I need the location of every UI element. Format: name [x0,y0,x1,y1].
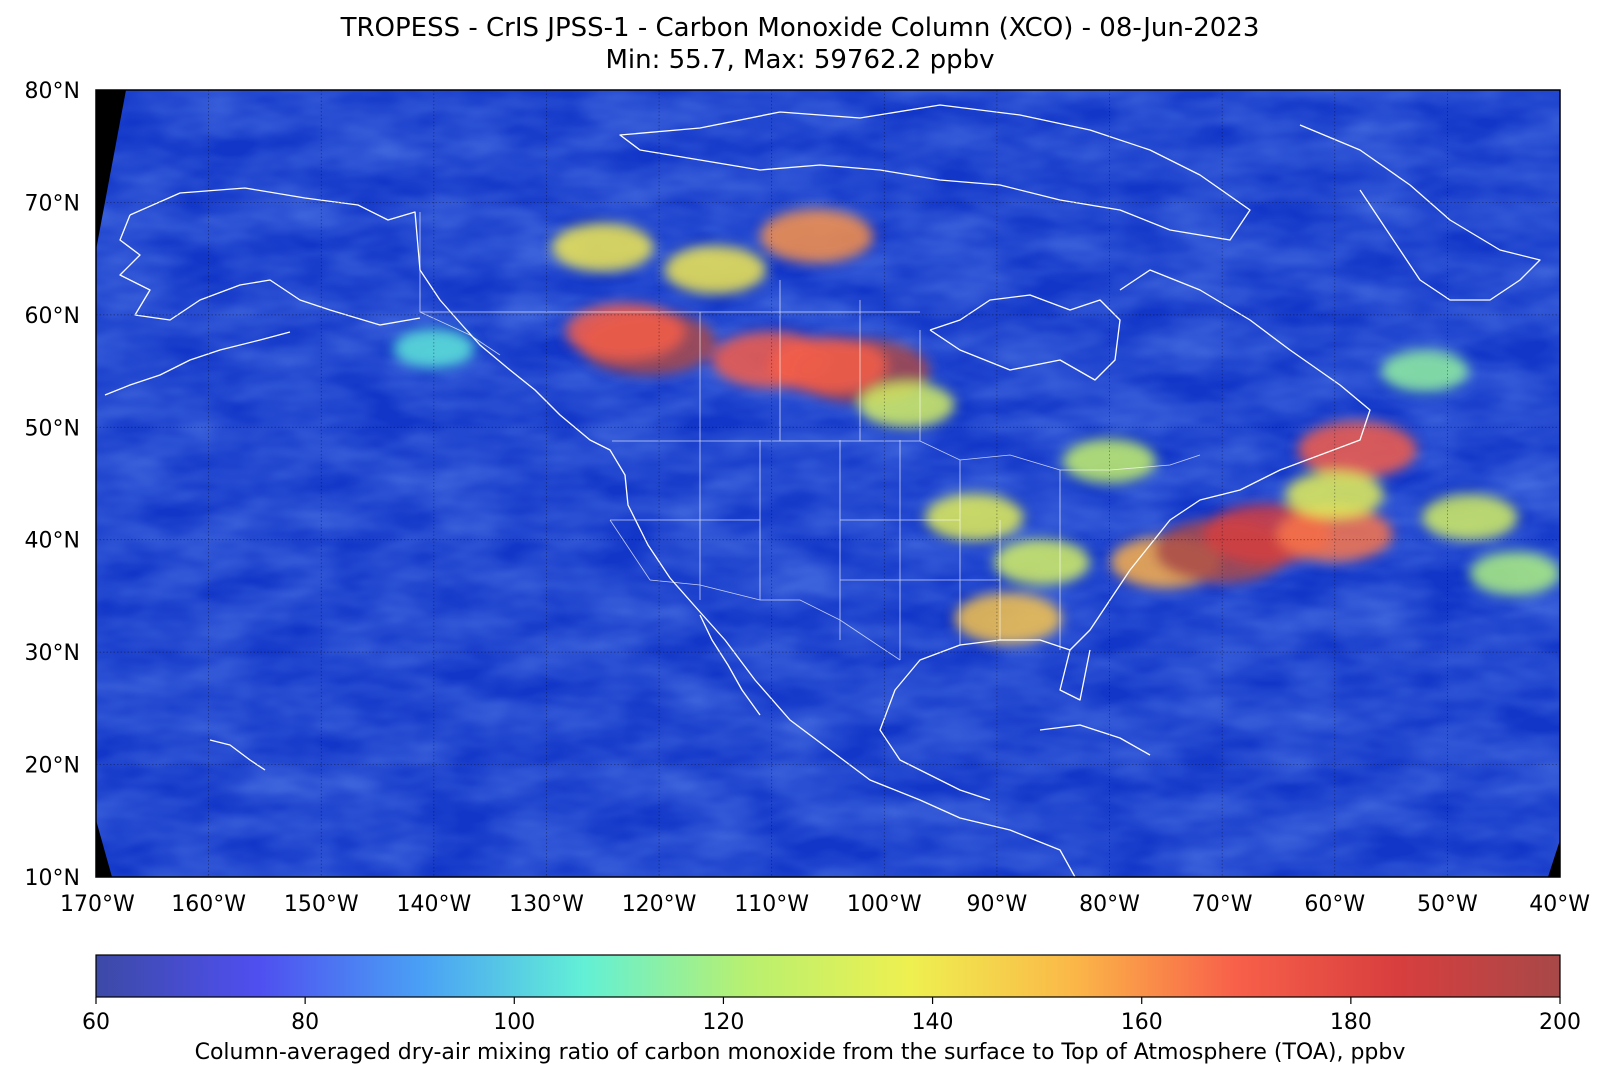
lon-tick-label: 120°W [622,892,697,917]
co-feature-10 [993,539,1090,586]
lon-tick-label: 110°W [734,892,809,917]
lon-tick-label: 150°W [284,892,359,917]
border-us-states [609,440,1061,660]
colorbar-gradient [95,954,1561,998]
border-canada-provinces [420,280,921,441]
map-frame [95,89,1561,878]
coastline-arctic-islands [619,104,1251,241]
colorbar-tick-label: 60 [82,1010,110,1035]
coastlines [104,104,1541,877]
co-feature-15 [1276,506,1393,562]
colorbar: 60 80 100 120 140 160 180 200 [82,954,1581,1035]
co-feature-4 [565,303,685,360]
coastline-hudson-bay [929,294,1121,381]
lat-tick-label: 70°N [25,191,80,216]
co-feature-20 [1381,350,1469,393]
lat-tick-label: 40°N [25,529,80,554]
coastline-baja [699,614,761,716]
coastline-cuba [1039,724,1151,756]
colorbar-tick-label: 120 [702,1010,744,1035]
colorbar-label: Column-averaged dry-air mixing ratio of … [194,1040,1406,1065]
border-us-canada [612,440,1201,471]
lon-tick-label: 100°W [847,892,922,917]
lon-tick-label: 60°W [1304,892,1365,917]
colorbar-tick-label: 180 [1330,1010,1372,1035]
map-title: TROPESS - CrIS JPSS-1 - Carbon Monoxide … [0,12,1600,76]
colorbar-tick-label: 160 [1121,1010,1163,1035]
colorbar-ticks: 60 80 100 120 140 160 180 200 [82,997,1581,1035]
lon-tick-label: 80°W [1079,892,1140,917]
lon-tick-label: 130°W [509,892,584,917]
co-feature-9 [924,493,1024,541]
lon-tick-label: 70°W [1192,892,1253,917]
map-gridlines [96,90,1560,877]
coastline-aleutians [104,331,291,396]
map-title-subtitle: Min: 55.7, Max: 59762.2 ppbv [605,45,995,75]
colorbar-tick-label: 100 [493,1010,535,1035]
lon-tick-label: 90°W [967,892,1028,917]
lat-tick-label: 20°N [25,754,80,779]
map-title-line1: TROPESS - CrIS JPSS-1 - Carbon Monoxide … [340,13,1260,43]
co-feature-7 [768,337,888,394]
colorbar-tick-label: 200 [1539,1010,1581,1035]
lon-tick-label: 170°W [60,892,135,917]
coastline-alaska-west [119,214,421,326]
co-feature-8 [858,381,955,428]
lat-tick-label: 80°N [25,79,80,104]
lat-tick-label: 30°N [25,641,80,666]
lon-tick-label: 40°W [1529,892,1590,917]
no-data-corner-nw [96,90,126,250]
co-feature-16 [1297,421,1417,478]
coastline-gulf-of-mexico [879,639,1071,801]
co-feature-22 [392,328,475,369]
lon-tick-label: 140°W [396,892,471,917]
lat-tick-label: 60°N [25,304,80,329]
lat-tick-label: 10°N [25,866,80,891]
lat-tick-label: 50°N [25,416,80,441]
co-feature-19 [1469,551,1560,596]
colorbar-tick-label: 80 [291,1010,319,1035]
latitude-axis: 80°N 70°N 60°N 50°N 40°N 30°N 20°N 10°N [25,79,80,891]
map-area [96,90,1560,877]
coastline-labrador-atlantic [1059,269,1371,701]
co-feature-0 [551,223,654,272]
colorbar-tick-label: 140 [912,1010,954,1035]
co-concentration-layer [392,209,1560,644]
political-borders [419,212,1201,661]
no-data-corner-se [1548,840,1560,877]
co-feature-18 [1421,494,1518,541]
coastline-alaska [129,187,1076,877]
longitude-axis: 170°W 160°W 150°W 140°W 130°W 120°W 110°W 100°W… [60,892,1590,917]
coastline-greenland [1299,124,1541,301]
co-feature-11 [954,592,1062,644]
co-feature-17 [1285,471,1385,519]
lon-tick-label: 160°W [171,892,246,917]
lon-tick-label: 50°W [1417,892,1478,917]
co-feature-1 [664,245,767,295]
co-feature-2 [760,209,874,264]
co-feature-21 [1062,438,1157,484]
border-alaska-canada [419,212,501,356]
coastline-hawaii [209,739,266,771]
no-data-corner-sw [96,820,112,877]
